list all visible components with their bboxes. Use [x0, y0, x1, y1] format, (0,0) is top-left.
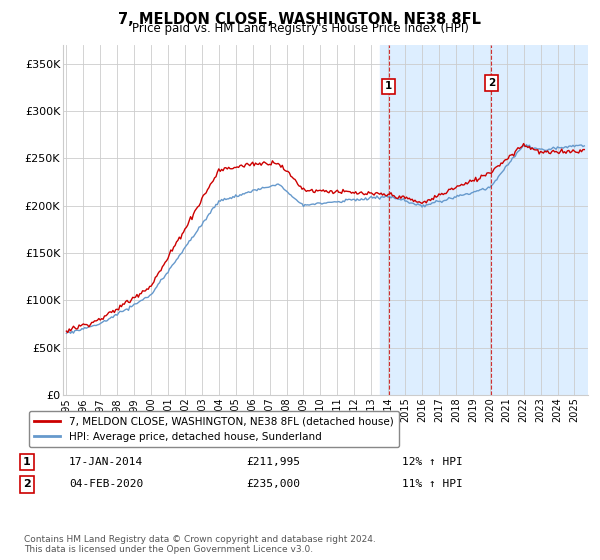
Text: 7, MELDON CLOSE, WASHINGTON, NE38 8FL: 7, MELDON CLOSE, WASHINGTON, NE38 8FL [119, 12, 482, 27]
Text: 2: 2 [23, 479, 31, 489]
Text: 2: 2 [488, 78, 495, 87]
Legend: 7, MELDON CLOSE, WASHINGTON, NE38 8FL (detached house), HPI: Average price, deta: 7, MELDON CLOSE, WASHINGTON, NE38 8FL (d… [29, 411, 399, 447]
Text: £235,000: £235,000 [246, 479, 300, 489]
Bar [380, 45, 592, 395]
Text: 1: 1 [385, 81, 392, 91]
Text: 04-FEB-2020: 04-FEB-2020 [69, 479, 143, 489]
Text: 11% ↑ HPI: 11% ↑ HPI [402, 479, 463, 489]
Text: 17-JAN-2014: 17-JAN-2014 [69, 457, 143, 467]
Text: Contains HM Land Registry data © Crown copyright and database right 2024.
This d: Contains HM Land Registry data © Crown c… [24, 535, 376, 554]
Text: 12% ↑ HPI: 12% ↑ HPI [402, 457, 463, 467]
Text: Price paid vs. HM Land Registry's House Price Index (HPI): Price paid vs. HM Land Registry's House … [131, 22, 469, 35]
Text: 1: 1 [23, 457, 31, 467]
Text: £211,995: £211,995 [246, 457, 300, 467]
